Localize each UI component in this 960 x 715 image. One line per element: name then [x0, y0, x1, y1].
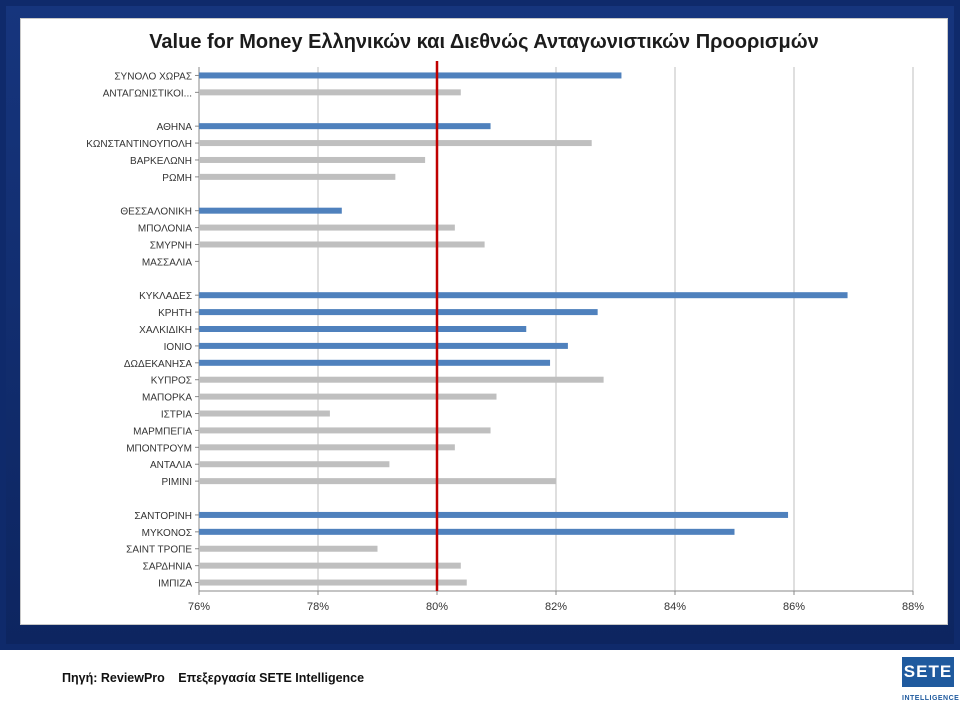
category-label: ΜΑΣΣΑΛΙΑ [142, 257, 192, 268]
category-label: ΧΑΛΚΙΔΙΚΗ [139, 325, 192, 336]
category-label: ΜΑΡΜΠΕΓΙΑ [133, 426, 192, 437]
bar [199, 545, 378, 552]
x-tick-label: 86% [783, 601, 805, 613]
sete-logo-sub: INTELLIGENCE [902, 695, 960, 702]
category-label: ΡΙΜΙΝΙ [161, 477, 192, 488]
x-tick-label: 84% [664, 601, 686, 613]
category-label: ΙΣΤΡΙΑ [161, 410, 193, 421]
bar-chart: 76% 78% 80% 82% 84% 86% 88% ΣΥΝΟΛΟ ΧΩΡΑΣ ΑΝΤΑΓΩΝ… [86, 61, 924, 613]
x-tick-label: 80% [426, 601, 448, 613]
bar [199, 410, 330, 417]
slide-frame: Value for Money Ελληνικών και Διεθνώς Αν… [0, 0, 960, 650]
chart-title: Value for Money Ελληνικών και Διεθνώς Αν… [149, 31, 819, 53]
bar [199, 562, 461, 569]
category-label: ΚΩΝΣΤΑΝΤΙΝΟΥΠΟΛΗ [86, 139, 192, 150]
category-label: ΡΩΜΗ [162, 173, 192, 184]
bar [199, 173, 396, 180]
category-label: ΙΜΠΙΖΑ [158, 579, 192, 590]
category-label: ΔΩΔΕΚΑΝΗΣΑ [124, 359, 192, 370]
bar [199, 207, 342, 214]
bar [199, 427, 491, 434]
category-label: ΑΝΤΑΛΙΑ [150, 460, 192, 471]
category-label: ΜΥΚΟΝΟΣ [142, 528, 192, 539]
category-label: ΘΕΣΣΑΛΟΝΙΚΗ [120, 207, 192, 218]
category-label: ΜΠΟΝΤΡΟΥΜ [126, 443, 192, 454]
category-label: ΣΥΝΟΛΟ ΧΩΡΑΣ [114, 71, 192, 82]
bar [199, 140, 592, 147]
category-label: ΣΑΡΔΗΝΙΑ [143, 562, 193, 573]
category-label: ΚΥΠΡΟΣ [151, 376, 192, 387]
bar [199, 478, 556, 485]
category-label: ΙΟΝΙΟ [164, 342, 193, 353]
bar [199, 342, 568, 349]
footer-source: Πηγή: ReviewPro Επεξεργασία SETE Intelli… [62, 671, 374, 685]
bar [199, 309, 598, 316]
category-label: ΑΘΗΝΑ [157, 122, 193, 133]
category-label: ΜΑΠΟΡΚΑ [142, 393, 192, 404]
bar [199, 444, 455, 451]
bar [199, 156, 426, 163]
x-tick-label: 78% [307, 601, 329, 613]
bar [199, 326, 527, 332]
bar [199, 241, 485, 248]
category-label: ΣΑΝΤΟΡΙΝΗ [134, 511, 192, 522]
x-tick-label: 88% [902, 601, 924, 613]
bar [199, 224, 455, 231]
sete-logo: SETE INTELLIGENCE [902, 657, 960, 702]
category-label: ΚΥΚΛΑΔΕΣ [139, 291, 192, 302]
sete-logo-main: SETE [902, 657, 954, 687]
bar [199, 579, 467, 586]
chart-panel: Value for Money Ελληνικών και Διεθνώς Αν… [20, 18, 948, 625]
x-tick-label: 76% [188, 601, 210, 613]
source-text: Πηγή: ReviewPro [62, 671, 165, 685]
bar [199, 511, 789, 518]
bar [199, 359, 551, 366]
bar [199, 292, 848, 299]
category-label: ΒΑΡΚΕΛΩΝΗ [130, 156, 192, 167]
category-label: ΑΝΤΑΓΩΝΙΣΤΙΚΟΙ... [103, 88, 192, 99]
category-label: ΜΠΟΛΟΝΙΑ [138, 224, 192, 235]
bar [199, 123, 491, 130]
bar [199, 376, 604, 383]
bar [199, 393, 497, 400]
category-label: ΣΜΥΡΝΗ [150, 240, 192, 251]
bar [199, 72, 622, 79]
bar [199, 89, 461, 96]
category-label: ΚΡΗΤΗ [158, 308, 192, 319]
x-tick-label: 82% [545, 601, 567, 613]
bar [199, 461, 390, 468]
processing-text: Επεξεργασία SETE Intelligence [178, 671, 365, 685]
category-label: ΣΑΙΝΤ ΤΡΟΠΕ [126, 545, 192, 556]
bar [199, 528, 735, 535]
